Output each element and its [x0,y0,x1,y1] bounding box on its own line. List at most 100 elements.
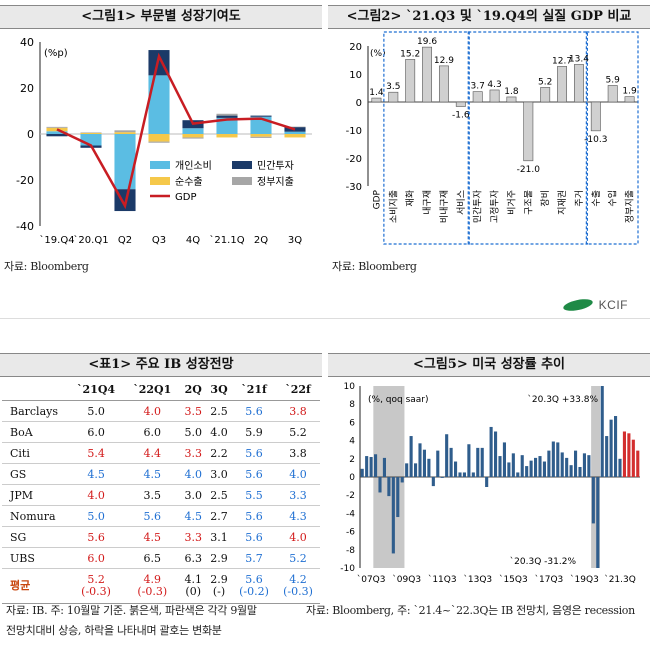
fig2-xtick: 수입 [607,190,619,207]
fig1-ytick: -40 [16,220,34,233]
fig2-data-label: -1.6 [452,110,470,120]
fig5-xtick: `15Q3 [499,574,528,585]
fig2-data-label: 19.6 [417,37,437,47]
table-cell: 4.3 [275,505,320,527]
table-row: Barclays 5.0 4.0 3.5 2.5 5.6 3.8 [2,400,320,422]
fig1-bar-netexport [216,134,238,138]
fig2-ytick: 10 [349,70,362,81]
fig5-bar [587,455,591,477]
fig1-bar-consumption [284,131,306,134]
fig5-panel: <그림5> 미국 성장률 추이 -10 -8 -6 -4 -2 0 2 4 6 8 10 `07Q3 `… [306,350,650,650]
fig5-bar [618,458,622,477]
fig1-xtick: 2Q [254,235,268,246]
fig1-xtick: Q2 [118,235,132,246]
table-cell: 3.3 [180,442,207,464]
table-cell: 5.2 [275,547,320,569]
table-cell: 5.6 [231,526,276,548]
fig2-ytick: -30 [346,182,362,193]
fig5-annot-low: `20.3Q -31.2% [510,556,577,567]
fig2-data-label: -21.0 [517,165,541,175]
fig1-bar-consumption [216,117,238,134]
fig5-ytick: -8 [346,546,355,556]
fig1-ytick: -20 [16,174,34,187]
fig5-bar [525,466,529,477]
table-cell: 2.2 [206,442,232,464]
fig5-bar [574,450,578,477]
fig2-bar [506,96,517,103]
table-cell: 4.0 [180,463,207,485]
table1-note-line2: 전망치대비 상승, 하락을 나타내며 괄호는 변화분 [6,624,222,637]
fig5-xtick: `19Q3 [570,574,599,585]
fig5-bar [462,472,466,477]
fig5-bar [494,431,498,477]
fig1-bar-netexport [250,134,272,137]
fig2-ytick: -20 [346,154,362,165]
fig1-legend-label: 민간투자 [257,160,294,172]
fig1-bar-government [80,132,102,133]
fig1-xtick: Q3 [152,235,166,246]
fig5-bar [529,460,533,477]
table-average-cell: 4.9 (-0.3) [124,568,181,604]
fig1-bar-investment [216,115,238,118]
table-row: JPM 4.0 3.5 3.0 2.5 5.5 3.3 [2,484,320,506]
fig2-bar [489,89,500,103]
fig1-bar-netexport [114,132,136,134]
table-header-cell: 2Q [180,378,207,401]
fig5-xtick: `17Q3 [535,574,564,585]
fig5-bar [600,386,604,477]
fig1-legend-label: 순수출 [175,176,203,188]
table-bank-name: Barclays [2,400,68,422]
fig1-bar-investment [46,134,68,137]
fig5-bar [445,434,449,477]
table-cell: 3.8 [275,400,320,422]
fig2-xtick: 민간투자 [473,189,484,223]
fig5-bar [440,477,444,478]
fig5-bar [378,477,382,493]
fig2-bar [472,91,483,103]
fig2-unit: (%) [370,49,386,59]
fig5-bar [374,454,378,477]
fig5-bar [369,456,373,477]
fig2-bar [540,87,551,103]
table-cell: 5.6 [68,526,125,548]
table-average-row: 평균 5.2 (-0.3) 4.9 (-0.3) 4.1 (0) 2.9 (-) 5.6 (-0.2… [2,568,320,604]
fig2-data-label: 15.2 [400,49,420,59]
fig5-ytick: 8 [349,400,355,410]
fig1-bar-consumption [80,134,102,146]
fig1-bar-consumption [182,128,204,134]
table-header-cell: `21f [231,378,276,401]
fig1-xtick: `21.1Q [209,234,244,246]
table-average-cell: 4.2 (-0.3) [275,568,320,604]
fig5-xtick: `07Q3 [357,574,386,585]
table1-title: <표1> 주요 IB 성장전망 [0,353,322,377]
fig5-ytick: -10 [340,564,355,574]
fig2-title: <그림2> `21.Q3 및 `19.Q4의 실질 GDP 비교 [328,5,650,29]
fig1-bar-government [182,137,204,139]
table-average-cell: 4.1 (0) [180,568,207,604]
fig5-bar [467,444,471,477]
fig2-source: 자료: Bloomberg [332,260,417,273]
fig5-bar [427,458,431,477]
table-cell: 2.5 [206,484,232,506]
table-row: Citi 5.4 4.4 3.3 2.2 5.6 3.8 [2,442,320,464]
kcif-logo-text: KCIF [598,298,628,312]
fig5-bar [387,477,391,497]
fig5-ytick: 2 [349,455,355,465]
fig5-bar [507,462,511,477]
fig5-ytick: 6 [349,418,355,428]
table-cell: 4.5 [124,526,181,548]
fig5-bar [582,453,586,477]
fig1-bar-government [250,136,272,138]
fig2-group-box [585,31,639,245]
fig2-data-label: 1.4 [369,88,384,98]
table-cell: 3.3 [180,526,207,548]
fig5-title: <그림5> 미국 성장률 추이 [328,353,650,377]
fig5-bar [391,477,395,554]
fig1-xtick: `19.Q4 [39,234,74,246]
fig5-bar [498,456,502,477]
fig1-unit: (%p) [44,48,68,59]
fig2-data-label: 5.2 [538,77,552,87]
fig5-bar [511,453,515,477]
fig1-legend-label: GDP [175,192,196,203]
table-cell: 4.5 [68,463,125,485]
